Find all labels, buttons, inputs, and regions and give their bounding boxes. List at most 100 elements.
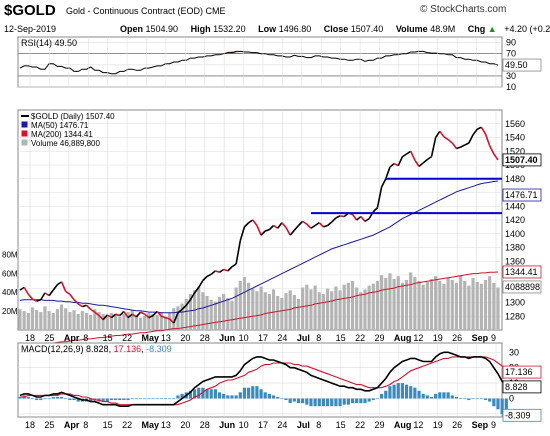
volume-label: Volume [395,24,428,34]
macd-histogram-bar [292,398,296,402]
price-segment [73,299,79,305]
price-segment [181,304,187,310]
price-segment [351,214,358,221]
price-tick-label: 1480 [505,174,525,184]
rsi-tick-label: 30 [506,71,516,81]
macd-histogram-bar [388,386,392,399]
macd-histogram-bar [18,396,22,399]
macd-title-part: , [141,344,144,354]
price-segment [389,163,395,168]
volume-bar [68,312,72,330]
macd-histogram-bar [114,398,118,401]
volume-bar [97,312,101,330]
volume-bar [26,313,30,330]
price-segment [273,224,279,229]
price-segment [127,313,133,319]
macd-panel-frame [17,342,503,418]
ma200-tag: 1344.41 [502,265,542,279]
volume-bar [59,304,64,330]
macd-x-axis-label: May [142,420,160,430]
macd-x-axis-label: 19 [433,420,443,430]
volume-bar [80,311,84,330]
volume-bar [338,290,342,330]
up-arrow-icon: ▲ [487,24,497,34]
macd-histogram-bar [89,398,93,402]
macd-x-axis-label: 10 [239,420,249,430]
price-segment [268,224,275,231]
macd-histogram-bar [396,383,400,399]
macd-histogram-bar [413,387,417,399]
x-axis-label: Apr [64,333,80,343]
price-segment [185,299,192,306]
volume-bar [313,285,317,330]
price-segment [110,313,117,319]
x-axis-label: 19 [433,333,443,343]
price-segment [260,230,266,236]
volume-bar [309,289,313,330]
price-tick-label: 1360 [505,256,525,266]
x-axis-label: Jun [219,333,235,343]
volume-bar [155,314,159,330]
ma50-tag: 1476.71 [502,188,542,202]
price-segment [56,281,63,286]
macd-title: MACD(12,26,9) 8.828, 17.136, -8.309 [21,344,172,354]
macd-signal-tag-box [502,365,542,379]
volume-bar [367,285,371,330]
price-segment [131,313,137,318]
macd-histogram-bar [309,398,313,407]
chg-label: Chg [467,24,486,34]
volume-bar [375,280,380,330]
volume-bar [342,284,346,330]
ma200-tag-box [502,265,542,279]
quote-summary: Open 1504.90 High 1532.20 Low 1496.80 Cl… [120,24,550,34]
price-segment [36,298,42,302]
volume-bar [64,308,68,330]
price-segment [434,130,441,138]
macd-histogram-bar [147,398,151,400]
quote-date: 12-Sep-2019 [4,24,57,34]
price-tick-label: 1420 [505,215,525,225]
macd-histogram-bar [217,392,222,399]
macd-histogram-bar [338,398,342,407]
last-price-tag-text: 1507.40 [505,155,538,165]
volume-bar [276,296,280,330]
price-segment [210,270,216,275]
macd-signal-tag: 17.136 [502,365,542,379]
volume-bar [242,277,247,330]
x-axis-label: 12 [413,333,423,343]
macd-histogram-bar [404,384,409,399]
legend-entry: MA(50) 1476.71 [31,121,89,130]
volume-bar [43,306,47,330]
price-segment [464,142,470,146]
price-segment [140,311,146,315]
price-segment [339,215,345,218]
price-segment [401,153,407,158]
macd-histogram-bar [330,398,334,407]
macd-histogram-bar [346,398,350,405]
macd-histogram-bar [130,398,134,400]
macd-histogram-bar [471,398,475,400]
last-price-tag-box [502,153,542,167]
macd-histogram-bar [454,396,459,399]
price-segment [19,286,25,291]
price-segment [323,224,328,228]
macd-histogram-bar [301,398,305,404]
macd-histogram-bar [172,398,176,400]
macd-histogram-bar [55,396,60,399]
macd-histogram-bar [392,384,396,399]
volume-bar [263,292,267,330]
macd-line [19,351,507,408]
macd-histogram-bar [492,398,496,407]
macd-histogram-bar [242,387,247,399]
price-segment [306,223,312,229]
price-segment [331,217,337,223]
volume-bar [109,313,114,330]
price-segment [335,215,341,219]
price-segment [177,308,183,314]
macd-histogram-bar [409,386,413,399]
price-tick-label: 1540 [505,133,525,143]
price-segment [85,304,92,310]
macd-histogram-bar [51,396,55,399]
macd-x-axis-label: Apr [64,420,80,430]
price-segment [27,293,34,300]
